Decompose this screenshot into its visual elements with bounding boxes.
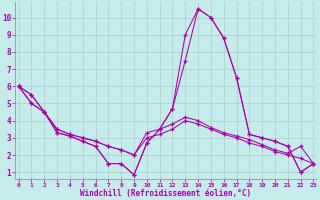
X-axis label: Windchill (Refroidissement éolien,°C): Windchill (Refroidissement éolien,°C) [81, 189, 252, 198]
